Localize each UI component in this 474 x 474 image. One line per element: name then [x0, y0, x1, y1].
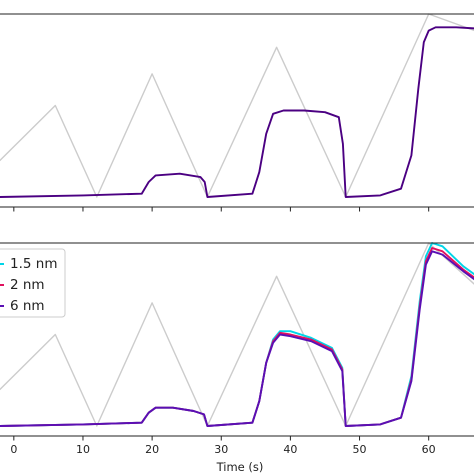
x-tick-label: 0	[10, 443, 17, 456]
top-series-line-1	[0, 26, 474, 198]
legend-entry-2nm: 2 nm	[10, 277, 45, 293]
x-tick-label: 40	[283, 443, 297, 456]
top-panel	[0, 13, 474, 212]
x-tick-label: 60	[422, 443, 436, 456]
bottom-series-line-3	[0, 250, 474, 427]
legend-frame	[0, 248, 66, 318]
legend-entry-6nm: 6 nm	[10, 298, 45, 314]
bottom-series-line-2	[0, 247, 474, 427]
bottom-panel: 0 10 20 30 40 50 60	[0, 242, 474, 456]
top-series-line-0	[0, 13, 474, 198]
bottom-series-line-1	[0, 242, 474, 427]
x-axis-label: Time (s)	[216, 460, 264, 474]
x-tick-label: 50	[353, 443, 367, 456]
x-tick-label: 30	[214, 443, 228, 456]
x-tick-label: 20	[145, 443, 159, 456]
bottom-series-line-0	[0, 242, 474, 427]
legend-entry-1-5nm: 1.5 nm	[10, 256, 57, 272]
x-tick-label: 10	[76, 443, 90, 456]
legend: 1.5 nm 2 nm 6 nm	[0, 248, 66, 318]
